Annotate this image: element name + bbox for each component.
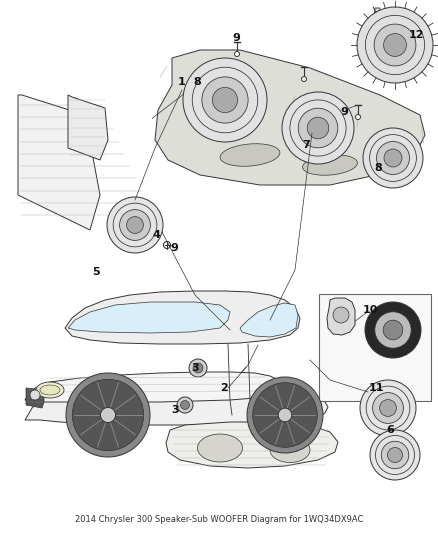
Circle shape xyxy=(377,141,410,174)
Text: 8: 8 xyxy=(193,77,201,87)
Text: 6: 6 xyxy=(386,425,394,435)
Text: 5: 5 xyxy=(92,267,100,277)
Polygon shape xyxy=(166,422,338,468)
Polygon shape xyxy=(25,391,328,425)
Polygon shape xyxy=(18,95,100,230)
Text: 9: 9 xyxy=(170,243,178,253)
Ellipse shape xyxy=(251,424,259,436)
Polygon shape xyxy=(26,388,44,408)
Circle shape xyxy=(357,7,433,83)
Text: 9: 9 xyxy=(340,107,348,117)
Polygon shape xyxy=(240,303,298,337)
Circle shape xyxy=(180,401,189,409)
Circle shape xyxy=(189,359,207,377)
Ellipse shape xyxy=(276,429,284,441)
Circle shape xyxy=(384,149,402,167)
Text: 12: 12 xyxy=(408,30,424,40)
Circle shape xyxy=(100,407,116,423)
Circle shape xyxy=(66,373,150,457)
Circle shape xyxy=(373,393,403,423)
Text: 9: 9 xyxy=(232,33,240,43)
Circle shape xyxy=(365,302,421,358)
Circle shape xyxy=(360,380,416,436)
Circle shape xyxy=(163,241,170,248)
Text: 7: 7 xyxy=(302,140,310,150)
Circle shape xyxy=(278,408,292,422)
Polygon shape xyxy=(68,95,108,160)
Circle shape xyxy=(247,377,323,453)
Circle shape xyxy=(381,441,409,469)
Circle shape xyxy=(375,312,411,348)
Circle shape xyxy=(370,430,420,480)
Text: 2014 Chrysler 300 Speaker-Sub WOOFER Diagram for 1WQ34DX9AC: 2014 Chrysler 300 Speaker-Sub WOOFER Dia… xyxy=(75,515,363,524)
FancyBboxPatch shape xyxy=(319,294,431,401)
Circle shape xyxy=(356,115,360,119)
Circle shape xyxy=(72,379,144,451)
Circle shape xyxy=(383,320,403,340)
Circle shape xyxy=(212,87,237,112)
Circle shape xyxy=(107,197,163,253)
Circle shape xyxy=(234,52,240,56)
Polygon shape xyxy=(68,302,230,333)
Text: 10: 10 xyxy=(362,305,378,315)
Circle shape xyxy=(202,77,248,123)
Circle shape xyxy=(307,117,329,139)
Text: 4: 4 xyxy=(152,230,160,240)
Circle shape xyxy=(127,216,143,233)
Circle shape xyxy=(298,108,338,148)
Circle shape xyxy=(333,307,349,323)
Circle shape xyxy=(363,128,423,188)
Circle shape xyxy=(30,390,40,400)
Polygon shape xyxy=(327,298,355,335)
Text: 11: 11 xyxy=(368,383,384,393)
Polygon shape xyxy=(25,372,280,402)
Text: 2: 2 xyxy=(220,383,228,393)
Circle shape xyxy=(384,34,406,56)
Ellipse shape xyxy=(36,382,64,398)
Text: 3: 3 xyxy=(191,363,199,373)
Ellipse shape xyxy=(270,438,310,463)
Polygon shape xyxy=(65,291,300,344)
Polygon shape xyxy=(155,50,425,185)
Circle shape xyxy=(380,400,396,416)
Circle shape xyxy=(253,383,317,447)
Polygon shape xyxy=(372,8,380,30)
Text: 1: 1 xyxy=(178,77,186,87)
Circle shape xyxy=(177,397,193,413)
Circle shape xyxy=(193,363,203,373)
Text: 8: 8 xyxy=(374,163,382,173)
Ellipse shape xyxy=(40,385,60,395)
Circle shape xyxy=(120,209,150,240)
Circle shape xyxy=(183,58,267,142)
Circle shape xyxy=(374,24,416,66)
Ellipse shape xyxy=(303,155,357,175)
Circle shape xyxy=(388,448,403,463)
Ellipse shape xyxy=(220,144,280,166)
Circle shape xyxy=(301,77,307,82)
Circle shape xyxy=(282,92,354,164)
Text: 3: 3 xyxy=(171,405,179,415)
Ellipse shape xyxy=(198,434,243,462)
